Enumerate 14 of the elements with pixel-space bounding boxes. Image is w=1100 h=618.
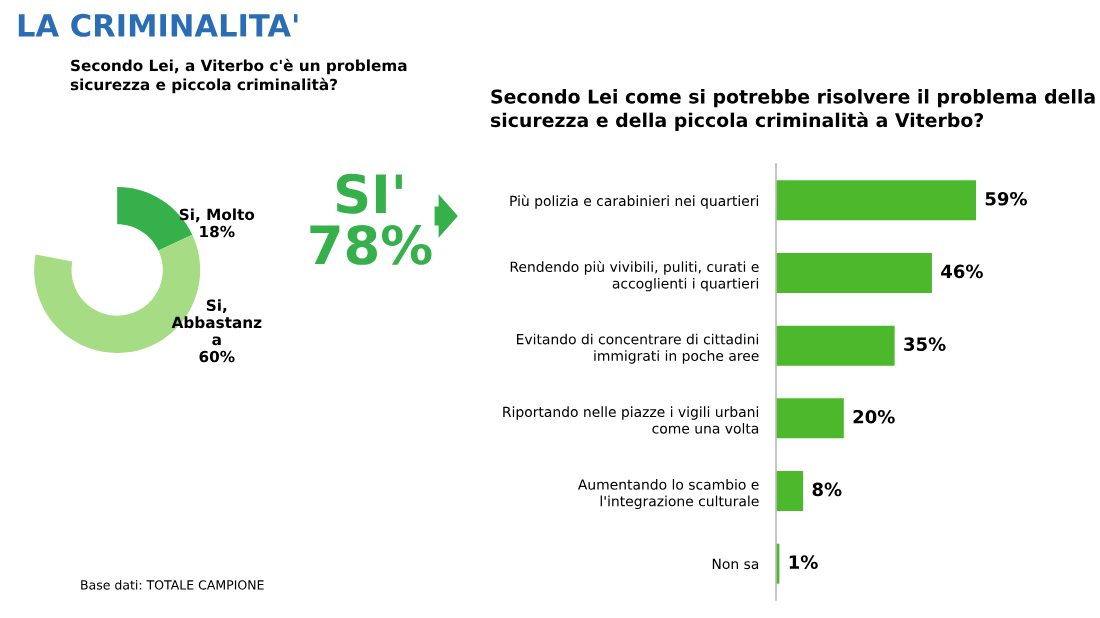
bar [776, 398, 844, 439]
bar [776, 180, 976, 221]
bar [776, 253, 932, 293]
text: SI' 78% [310, 173, 432, 265]
data-label: 46% [941, 264, 983, 279]
data-label: 1% [789, 555, 818, 569]
chart-title: LA CRIMINALITA' [18, 13, 298, 37]
data-label: 8% [812, 482, 842, 497]
bar [776, 325, 895, 366]
data-label: 35% [904, 337, 946, 351]
chart-title: Secondo Lei come si potrebbe risolvere il problema della sicurezza e della piccola criminalità a Viterbo? [490, 89, 1095, 131]
data-label: 20% [853, 409, 895, 424]
data-label: 59% [985, 191, 1027, 206]
bar [776, 471, 804, 511]
